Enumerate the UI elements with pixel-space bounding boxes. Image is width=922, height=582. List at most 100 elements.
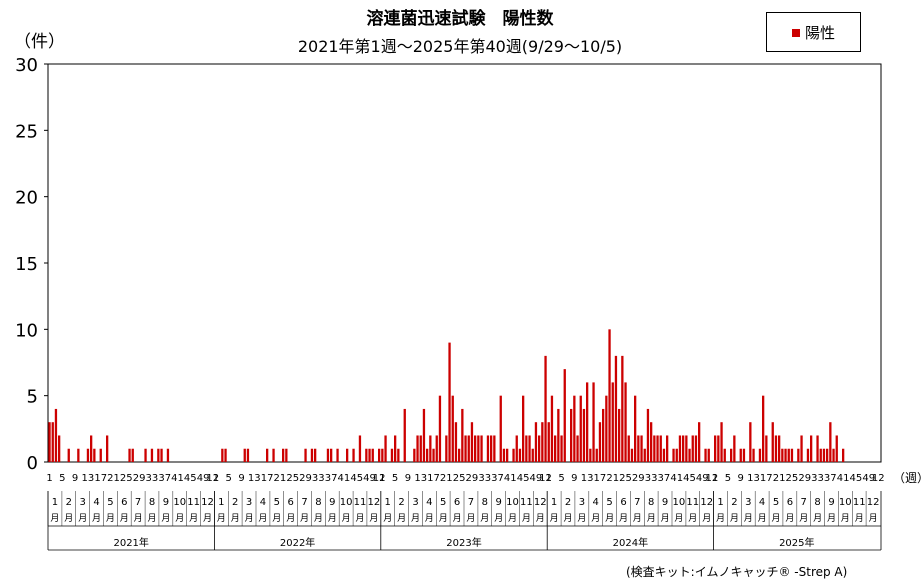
- week-tick-label: 17: [261, 473, 274, 484]
- week-tick-label: 5: [725, 473, 731, 484]
- bar: [266, 448, 269, 462]
- bar: [749, 422, 752, 462]
- bar: [160, 448, 163, 462]
- week-tick-label: 33: [478, 473, 491, 484]
- bar: [608, 329, 611, 462]
- month-number-label: 12: [867, 497, 880, 508]
- month-number-label: 4: [426, 497, 432, 508]
- month-number-label: 2: [232, 497, 238, 508]
- month-suffix-label: 月: [425, 513, 434, 524]
- bar: [627, 435, 630, 462]
- month-number-label: 7: [468, 497, 474, 508]
- month-suffix-label: 月: [799, 513, 808, 524]
- week-tick-label: 13: [414, 473, 427, 484]
- legend: 陽性: [766, 12, 861, 52]
- bar: [157, 448, 160, 462]
- week-tick-label: 17: [594, 473, 607, 484]
- bar: [480, 435, 483, 462]
- month-suffix-label: 月: [50, 513, 59, 524]
- bar: [614, 355, 618, 462]
- bar: [394, 435, 397, 462]
- bar: [99, 448, 102, 462]
- bar: [426, 448, 429, 462]
- bar: [285, 448, 288, 462]
- month-number-label: 11: [520, 497, 533, 508]
- bar: [822, 448, 826, 462]
- week-tick-label: 37: [325, 473, 338, 484]
- bar: [131, 448, 134, 462]
- month-number-label: 6: [454, 497, 460, 508]
- month-suffix-label: 月: [494, 513, 503, 524]
- bar: [90, 435, 93, 462]
- week-tick-label: 41: [504, 473, 517, 484]
- bar: [330, 448, 333, 462]
- bar: [346, 448, 349, 462]
- month-suffix-label: 月: [342, 513, 351, 524]
- month-number-label: 10: [340, 497, 353, 508]
- month-suffix-label: 月: [508, 513, 517, 524]
- week-tick-label: 1: [379, 473, 385, 484]
- week-tick-label: 45: [517, 473, 530, 484]
- week-tick-label: 45: [184, 473, 197, 484]
- bar: [637, 435, 640, 462]
- bar: [221, 448, 224, 462]
- bar: [758, 448, 762, 462]
- week-tick-label: 13: [82, 473, 95, 484]
- bar: [723, 448, 726, 462]
- bar: [432, 448, 435, 462]
- week-tick-label: 37: [824, 473, 837, 484]
- bars: [48, 329, 845, 462]
- bar: [589, 448, 592, 462]
- month-suffix-label: 月: [841, 513, 850, 524]
- month-suffix-label: 月: [466, 513, 475, 524]
- week-tick-label: 5: [59, 473, 65, 484]
- week-tick-label: 13: [747, 473, 760, 484]
- week-tick-label: 1: [213, 473, 219, 484]
- bar: [819, 448, 822, 462]
- bar: [640, 435, 643, 462]
- week-tick-label: 25: [120, 473, 133, 484]
- bar: [707, 448, 710, 462]
- bar: [365, 448, 368, 462]
- bar: [730, 448, 733, 462]
- month-suffix-label: 月: [716, 513, 725, 524]
- week-tick-label: 41: [338, 473, 351, 484]
- bar: [643, 448, 646, 462]
- month-number-label: 9: [496, 497, 502, 508]
- bar: [842, 448, 845, 462]
- bar: [586, 382, 589, 462]
- week-tick-label: 21: [107, 473, 120, 484]
- bar: [621, 355, 624, 462]
- week-tick-label: 41: [670, 473, 683, 484]
- test-kit-note: (検査キット:イムノキャッチ® -Strep A): [626, 565, 848, 579]
- bar: [86, 448, 90, 462]
- month-suffix-label: 月: [771, 513, 780, 524]
- month-number-label: 8: [315, 497, 321, 508]
- month-number-label: 3: [745, 497, 751, 508]
- bar: [48, 422, 51, 462]
- month-number-label: 8: [149, 497, 155, 508]
- y-axis-unit-label: （件）: [14, 32, 65, 52]
- bar: [413, 448, 416, 462]
- y-tick-label: 0: [27, 453, 38, 474]
- bar: [506, 448, 509, 462]
- bar: [358, 435, 362, 462]
- week-tick-label: 1: [46, 473, 52, 484]
- bar: [378, 448, 381, 462]
- bar: [717, 435, 720, 462]
- month-suffix-label: 月: [231, 513, 240, 524]
- month-number-label: 2: [731, 497, 737, 508]
- week-tick-label: 21: [773, 473, 786, 484]
- bar: [579, 395, 582, 462]
- month-number-label: 4: [759, 497, 765, 508]
- bar: [518, 448, 522, 462]
- month-suffix-label: 月: [522, 513, 531, 524]
- week-tick-label: 49: [696, 473, 709, 484]
- month-number-label: 3: [579, 497, 585, 508]
- bar: [416, 435, 419, 462]
- bar: [816, 435, 819, 462]
- month-suffix-label: 月: [785, 513, 794, 524]
- month-number-label: 2: [66, 497, 72, 508]
- month-suffix-label: 月: [217, 513, 226, 524]
- bar: [675, 448, 678, 462]
